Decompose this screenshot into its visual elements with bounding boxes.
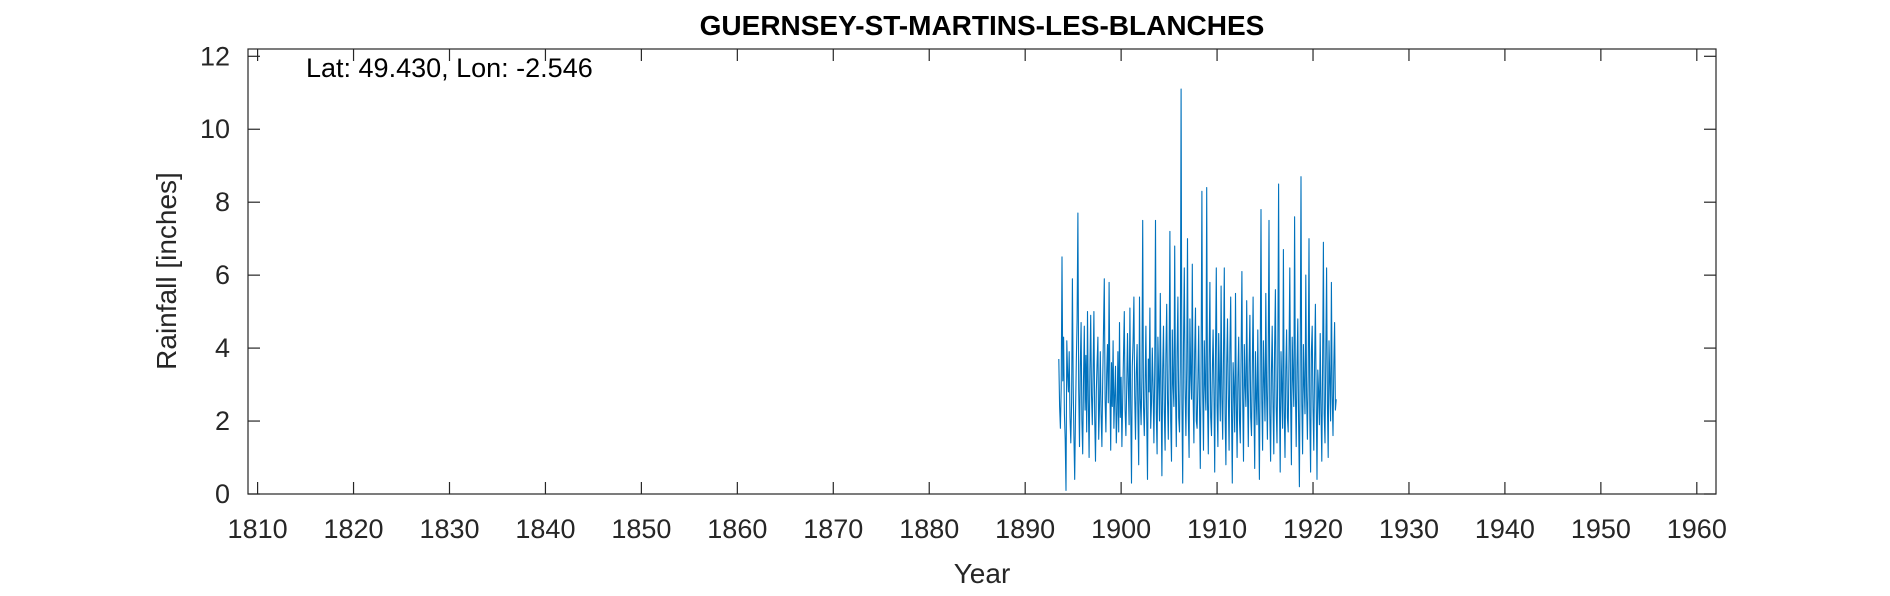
series-layer [1058, 88, 1337, 491]
x-tick-label: 1960 [1667, 514, 1727, 544]
x-tick-label: 1910 [1187, 514, 1247, 544]
x-tick-label: 1840 [515, 514, 575, 544]
y-tick-label: 6 [215, 260, 230, 290]
chart-title: GUERNSEY-ST-MARTINS-LES-BLANCHES [700, 10, 1265, 41]
y-tick-label: 0 [215, 479, 230, 509]
x-tick-label: 1860 [707, 514, 767, 544]
x-tick-label: 1930 [1379, 514, 1439, 544]
x-tick-label: 1900 [1091, 514, 1151, 544]
x-tick-label: 1850 [611, 514, 671, 544]
x-tick-label: 1870 [803, 514, 863, 544]
x-tick-label: 1920 [1283, 514, 1343, 544]
x-tick-label: 1880 [899, 514, 959, 544]
x-axis-ticks: 1810 1820 1830 1840 1850 1860 1870 1880 1890 1900… [228, 49, 1727, 544]
y-tick-label: 10 [200, 114, 230, 144]
x-tick-label: 1940 [1475, 514, 1535, 544]
y-axis-ticks: 0 2 4 6 8 10 12 [200, 41, 1716, 509]
location-annotation: Lat: 49.430, Lon: -2.546 [306, 53, 593, 83]
y-tick-label: 8 [215, 187, 230, 217]
y-tick-label: 4 [215, 333, 230, 363]
rainfall-series-line-0 [1058, 88, 1337, 491]
x-axis-label: Year [954, 558, 1011, 589]
x-tick-label: 1890 [995, 514, 1055, 544]
x-tick-label: 1820 [324, 514, 384, 544]
y-tick-label: 12 [200, 41, 230, 71]
x-tick-label: 1830 [419, 514, 479, 544]
x-tick-label: 1810 [228, 514, 288, 544]
y-axis-label: Rainfall [inches] [151, 172, 182, 370]
x-tick-label: 1950 [1571, 514, 1631, 544]
y-tick-label: 2 [215, 406, 230, 436]
plot-area [247, 48, 1717, 495]
